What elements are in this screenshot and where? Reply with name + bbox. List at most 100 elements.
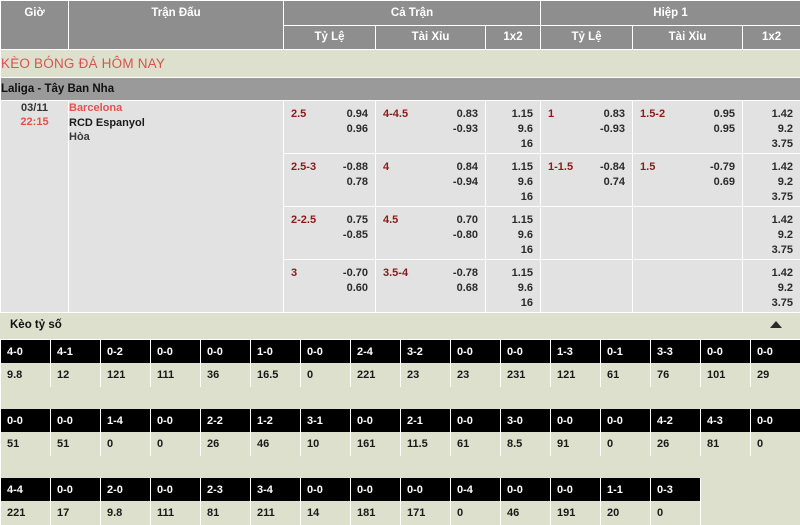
cell-h1-handicap[interactable] bbox=[541, 260, 633, 313]
score-odds-cell[interactable]: 61 bbox=[451, 432, 501, 456]
score-odds-cell[interactable]: 8.5 bbox=[501, 432, 551, 456]
score-label-cell[interactable]: 0-0 bbox=[701, 340, 751, 363]
score-odds-cell[interactable]: 211 bbox=[251, 501, 301, 525]
score-odds-cell[interactable]: 181 bbox=[351, 501, 401, 525]
caret-up-icon[interactable] bbox=[770, 321, 782, 328]
cell-ft-overunder[interactable]: 3.5-4-0.78 0.68 bbox=[376, 260, 486, 313]
score-label-cell[interactable]: 2-4 bbox=[351, 340, 401, 363]
score-odds-cell[interactable]: 20 bbox=[601, 501, 651, 525]
score-odds-cell[interactable]: 81 bbox=[201, 501, 251, 525]
score-odds-cell[interactable]: 10 bbox=[301, 432, 351, 456]
score-label-cell[interactable]: 0-0 bbox=[51, 478, 101, 501]
score-odds-cell[interactable]: 81 bbox=[701, 432, 751, 456]
cell-h1-overunder[interactable] bbox=[633, 207, 743, 260]
cell-h1-1x2[interactable]: 1.42 9.2 3.75 bbox=[743, 260, 800, 313]
away-team[interactable]: RCD Espanyol bbox=[69, 116, 283, 131]
score-odds-cell[interactable]: 121 bbox=[551, 363, 601, 387]
score-odds-cell[interactable]: 26 bbox=[651, 432, 701, 456]
score-odds-cell[interactable]: 36 bbox=[201, 363, 251, 387]
score-odds-cell[interactable]: 9.8 bbox=[101, 501, 151, 525]
cell-h1-overunder[interactable] bbox=[633, 260, 743, 313]
score-label-cell[interactable]: 1-2 bbox=[251, 409, 301, 432]
score-label-cell[interactable]: 0-0 bbox=[351, 478, 401, 501]
score-odds-cell[interactable]: 0 bbox=[651, 501, 701, 525]
score-odds-cell[interactable]: 0 bbox=[751, 432, 800, 456]
score-label-cell[interactable]: 3-1 bbox=[301, 409, 351, 432]
score-label-cell[interactable]: 0-0 bbox=[51, 409, 101, 432]
cell-ft-1x2[interactable]: 1.15 9.6 16 bbox=[486, 154, 541, 207]
score-label-cell[interactable]: 0-0 bbox=[151, 478, 201, 501]
score-odds-cell[interactable]: 51 bbox=[51, 432, 101, 456]
cell-ft-1x2[interactable]: 1.15 9.6 16 bbox=[486, 101, 541, 154]
score-odds-cell[interactable]: 29 bbox=[751, 363, 800, 387]
score-label-cell[interactable]: 1-3 bbox=[551, 340, 601, 363]
score-odds-cell[interactable]: 171 bbox=[401, 501, 451, 525]
score-label-cell[interactable]: 0-0 bbox=[751, 409, 800, 432]
score-label-cell[interactable]: 0-2 bbox=[101, 340, 151, 363]
cell-h1-overunder[interactable]: 1.5-0.79 0.69 bbox=[633, 154, 743, 207]
score-label-cell[interactable]: 2-1 bbox=[401, 409, 451, 432]
score-label-cell[interactable]: 1-0 bbox=[251, 340, 301, 363]
score-label-cell[interactable]: 0-0 bbox=[151, 340, 201, 363]
score-label-cell[interactable]: 0-0 bbox=[351, 409, 401, 432]
score-odds-cell[interactable]: 111 bbox=[151, 501, 201, 525]
cell-ft-1x2[interactable]: 1.15 9.6 16 bbox=[486, 260, 541, 313]
score-odds-cell[interactable]: 23 bbox=[451, 363, 501, 387]
score-label-cell[interactable]: 1-1 bbox=[601, 478, 651, 501]
cell-ft-1x2[interactable]: 1.15 9.6 16 bbox=[486, 207, 541, 260]
score-label-cell[interactable]: 4-0 bbox=[1, 340, 51, 363]
league-name[interactable]: Laliga - Tây Ban Nha bbox=[1, 78, 800, 101]
score-label-cell[interactable]: 4-3 bbox=[701, 409, 751, 432]
score-label-cell[interactable]: 0-0 bbox=[151, 409, 201, 432]
score-label-cell[interactable]: 0-0 bbox=[501, 340, 551, 363]
score-odds-cell[interactable]: 76 bbox=[651, 363, 701, 387]
score-label-cell[interactable]: 0-0 bbox=[501, 478, 551, 501]
score-label-cell[interactable]: 2-0 bbox=[101, 478, 151, 501]
cell-h1-1x2[interactable]: 1.42 9.2 3.75 bbox=[743, 207, 800, 260]
score-label-cell[interactable]: 0-0 bbox=[551, 478, 601, 501]
score-odds-cell[interactable]: 0 bbox=[601, 432, 651, 456]
score-odds-cell[interactable]: 111 bbox=[151, 363, 201, 387]
score-label-cell[interactable]: 4-1 bbox=[51, 340, 101, 363]
score-label-cell[interactable]: 0-0 bbox=[1, 409, 51, 432]
score-odds-cell[interactable]: 161 bbox=[351, 432, 401, 456]
score-odds-cell[interactable]: 17 bbox=[51, 501, 101, 525]
score-odds-cell[interactable]: 9.8 bbox=[1, 363, 51, 387]
score-odds-cell[interactable]: 221 bbox=[351, 363, 401, 387]
home-team[interactable]: Barcelona bbox=[69, 101, 283, 116]
score-odds-cell[interactable]: 231 bbox=[501, 363, 551, 387]
score-odds-cell[interactable]: 12 bbox=[51, 363, 101, 387]
cell-h1-handicap[interactable]: 1-1.5-0.84 0.74 bbox=[541, 154, 633, 207]
score-odds-cell[interactable]: 0 bbox=[101, 432, 151, 456]
score-odds-cell[interactable]: 16.5 bbox=[251, 363, 301, 387]
score-odds-cell[interactable]: 26 bbox=[201, 432, 251, 456]
score-odds-cell[interactable]: 0 bbox=[301, 363, 351, 387]
cell-h1-handicap[interactable] bbox=[541, 207, 633, 260]
score-label-cell[interactable]: 3-4 bbox=[251, 478, 301, 501]
score-label-cell[interactable]: 3-3 bbox=[651, 340, 701, 363]
score-odds-cell[interactable]: 61 bbox=[601, 363, 651, 387]
score-odds-cell[interactable]: 51 bbox=[1, 432, 51, 456]
score-odds-cell[interactable]: 191 bbox=[551, 501, 601, 525]
score-odds-cell[interactable]: 14 bbox=[301, 501, 351, 525]
score-label-cell[interactable]: 0-0 bbox=[451, 409, 501, 432]
score-odds-cell[interactable]: 0 bbox=[451, 501, 501, 525]
score-label-cell[interactable]: 0-0 bbox=[751, 340, 800, 363]
score-label-cell[interactable]: 2-3 bbox=[201, 478, 251, 501]
score-label-cell[interactable]: 3-2 bbox=[401, 340, 451, 363]
cell-ft-handicap[interactable]: 3-0.70 0.60 bbox=[284, 260, 376, 313]
score-label-cell[interactable]: 2-2 bbox=[201, 409, 251, 432]
score-label-cell[interactable]: 4-2 bbox=[651, 409, 701, 432]
score-label-cell[interactable]: 0-4 bbox=[451, 478, 501, 501]
score-label-cell[interactable]: 0-0 bbox=[301, 340, 351, 363]
correct-score-header[interactable]: Kèo tỷ số bbox=[0, 313, 800, 340]
score-label-cell[interactable]: 1-4 bbox=[101, 409, 151, 432]
score-label-cell[interactable]: 0-0 bbox=[201, 340, 251, 363]
score-label-cell[interactable]: 0-0 bbox=[301, 478, 351, 501]
score-odds-cell[interactable]: 23 bbox=[401, 363, 451, 387]
